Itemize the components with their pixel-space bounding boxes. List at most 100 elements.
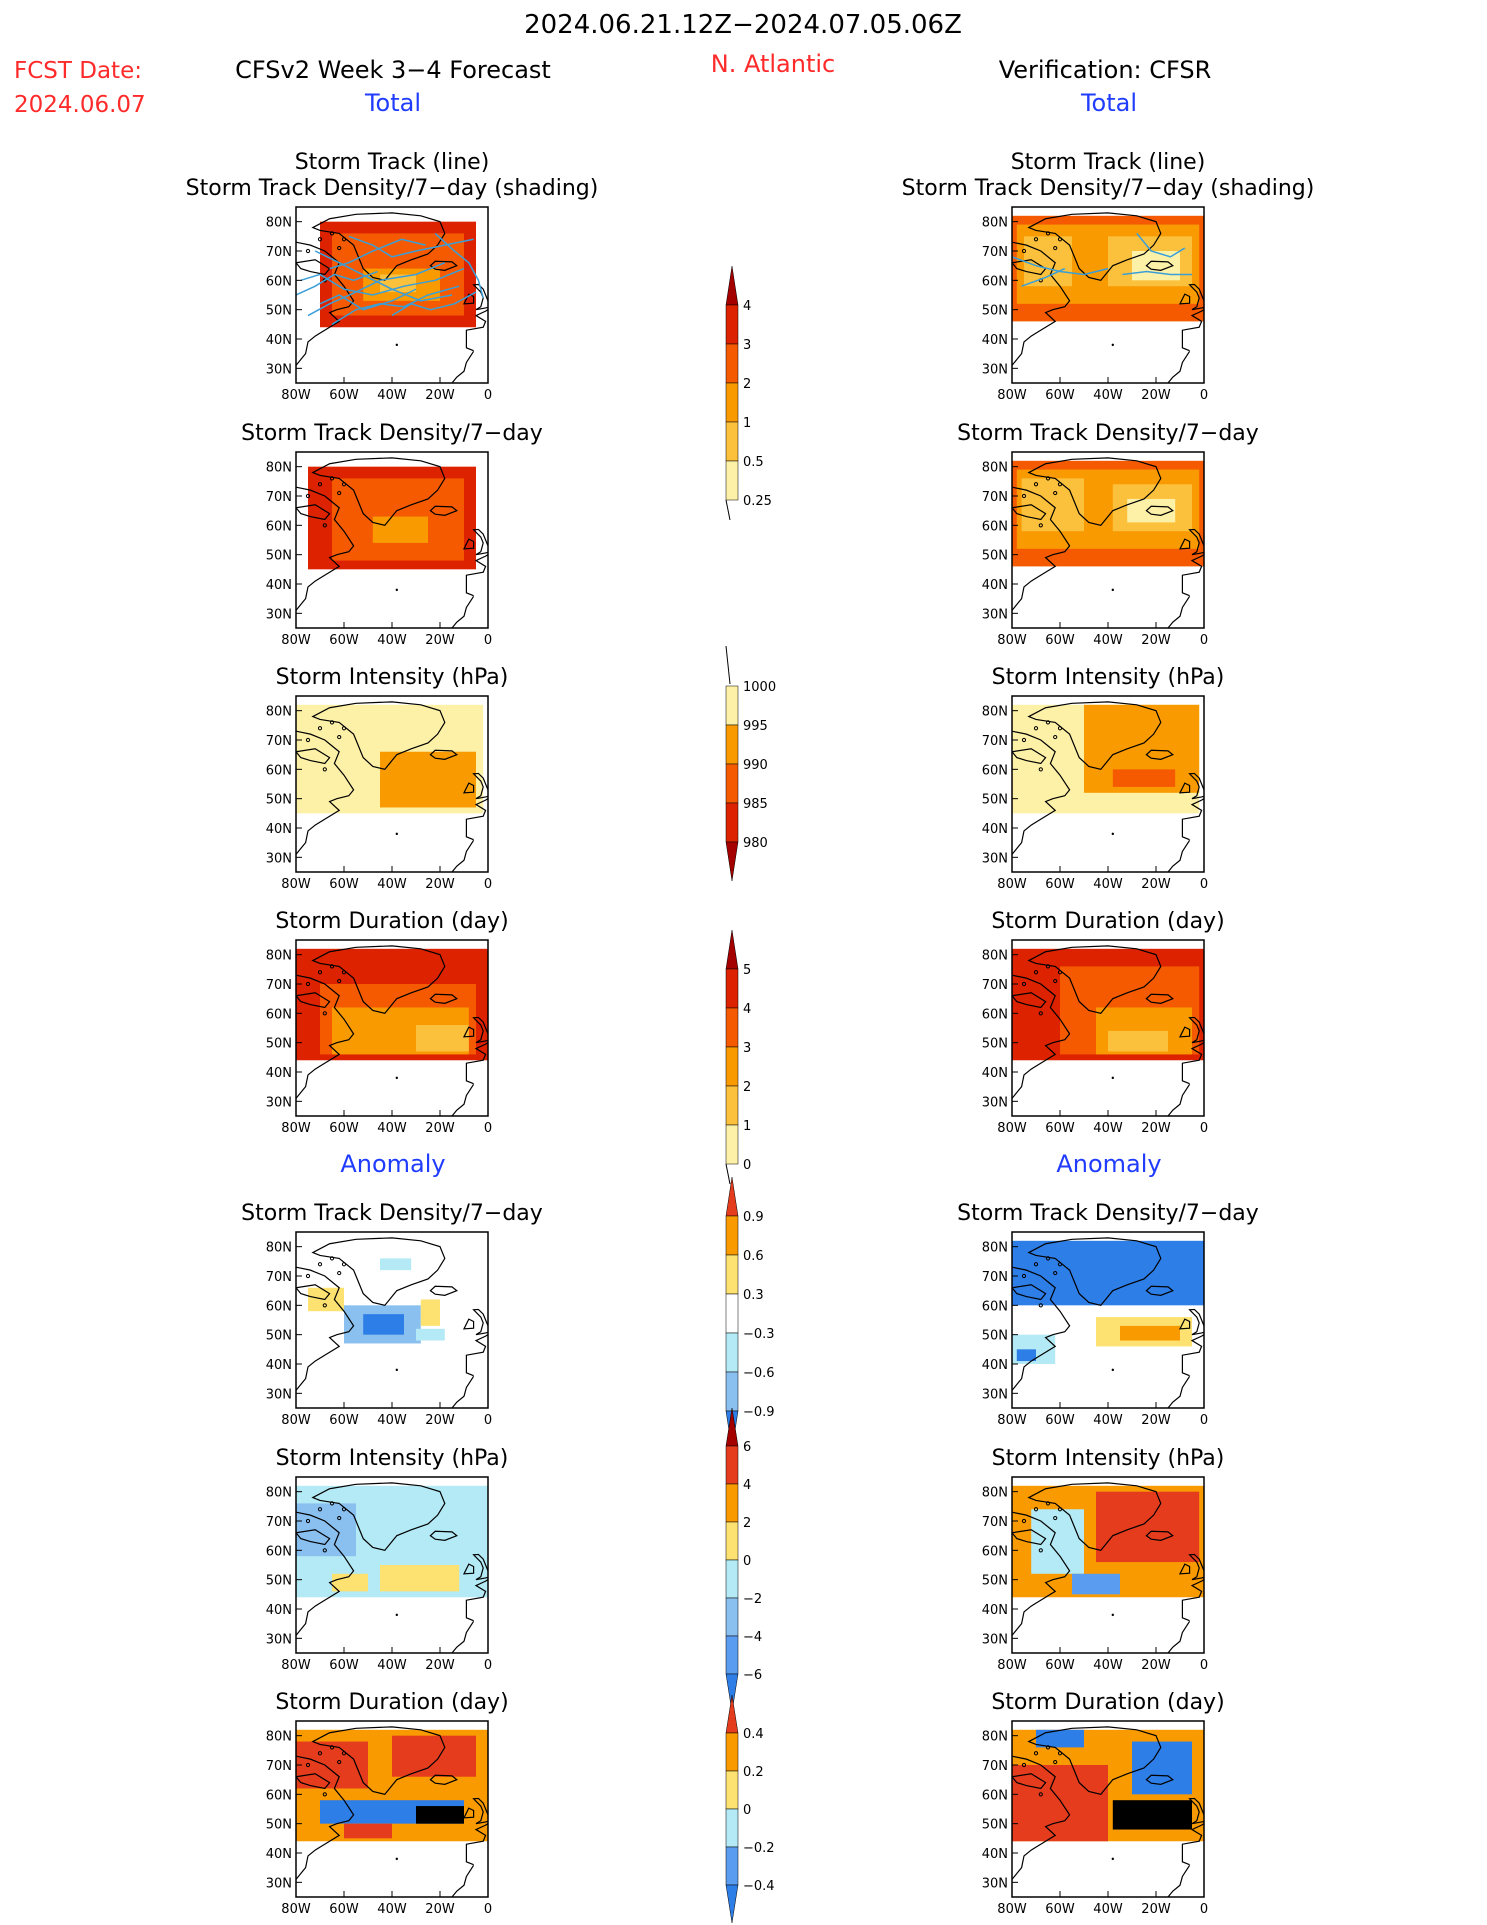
y-tick-label: 40N <box>266 333 292 348</box>
coastline <box>1181 798 1204 841</box>
island <box>1057 1751 1063 1756</box>
shading-cell <box>1012 1240 1204 1306</box>
x-tick-label: 80W <box>997 633 1027 648</box>
coastline <box>311 1726 446 1796</box>
shading-cell <box>1120 1325 1180 1341</box>
coastline <box>465 1334 488 1377</box>
x-tick-label: 0 <box>484 388 492 403</box>
island <box>305 1762 311 1768</box>
colorbar-segment <box>725 1293 739 1334</box>
coastline <box>1145 993 1174 1004</box>
coastline <box>1145 260 1174 271</box>
x-tick-label: 80W <box>997 388 1027 403</box>
coastline <box>296 1755 355 1880</box>
island <box>317 1751 323 1756</box>
x-tick-label: 80W <box>997 877 1027 892</box>
island <box>1057 726 1063 731</box>
colorbar-duration: 5 4 3 2 1 0 <box>725 929 751 1185</box>
island <box>305 493 311 499</box>
anomaly-label-left: Anomaly <box>340 1150 446 1178</box>
island <box>329 964 335 969</box>
y-tick-label: 60N <box>982 1788 1008 1803</box>
coastline <box>1188 283 1204 311</box>
coastline <box>465 554 488 597</box>
coastline <box>1027 945 1162 1015</box>
coastline <box>1012 259 1047 276</box>
colorbar-tail <box>725 499 731 521</box>
island <box>317 1262 323 1267</box>
coastline <box>1188 1797 1204 1825</box>
island <box>1053 1515 1058 1521</box>
shading-cell <box>1108 1030 1168 1052</box>
colorbar-segment <box>725 421 739 462</box>
island <box>329 476 335 481</box>
island <box>341 726 347 731</box>
shading-cell <box>416 1025 469 1052</box>
y-tick-label: 30N <box>982 851 1008 866</box>
azores-dot <box>395 1613 398 1617</box>
island <box>1021 981 1027 987</box>
x-tick-label: 0 <box>484 633 492 648</box>
colorbar-segment <box>725 1597 739 1637</box>
colorbar-label: 2 <box>743 1080 751 1095</box>
map-panel-forecast-anomaly-density: 80W 60W 40W 20W 0 80N 70N 60N 50N 40N 30N Storm Tra… <box>241 1201 543 1428</box>
y-tick-label: 70N <box>266 1270 292 1285</box>
island <box>341 970 347 975</box>
colorbar-label: 0.6 <box>743 1249 764 1264</box>
island <box>1033 1751 1039 1756</box>
storm-track-line <box>434 232 484 299</box>
island <box>337 978 342 984</box>
y-tick-label: 30N <box>266 1632 292 1647</box>
island <box>1021 1273 1027 1279</box>
colorbar-segment <box>725 1085 739 1126</box>
x-tick-label: 20W <box>1141 1902 1171 1917</box>
azores-dot <box>1111 1613 1115 1617</box>
coastline <box>1181 1823 1204 1866</box>
island <box>1045 1256 1051 1261</box>
colorbar-segment <box>725 1808 739 1848</box>
island <box>322 767 327 772</box>
y-tick-label: 40N <box>266 1066 292 1081</box>
colorbar-tail <box>725 1163 731 1185</box>
x-tick-label: 0 <box>484 1121 492 1136</box>
storm-track-line <box>319 288 417 311</box>
coastline <box>472 1797 488 1825</box>
x-tick-label: 40W <box>377 388 407 403</box>
y-tick-label: 70N <box>266 1759 292 1774</box>
island <box>1033 482 1039 487</box>
island <box>1038 523 1043 528</box>
island <box>337 490 342 496</box>
island <box>1053 1270 1058 1276</box>
shading-cell <box>1031 1509 1084 1574</box>
map-panel-verification-total-intensity: 80W 60W 40W 20W 0 80N 70N 60N 50N 40N 30N Storm Int… <box>982 665 1225 892</box>
island <box>1057 482 1063 487</box>
island <box>1038 1548 1043 1553</box>
colorbar-segment <box>725 265 739 306</box>
shading-cell <box>332 1573 368 1592</box>
panel-title: Storm Duration (day) <box>275 909 508 934</box>
y-tick-label: 70N <box>266 1515 292 1530</box>
shading-cell <box>416 1328 445 1341</box>
island <box>337 1515 342 1521</box>
island <box>1033 1507 1039 1512</box>
colorbar-anom_density: 0.9 0.6 0.3 −0.3 −0.6 −0.9 <box>725 1176 775 1451</box>
y-tick-label: 50N <box>982 1818 1008 1833</box>
x-tick-label: 60W <box>1045 1413 1075 1428</box>
coastline <box>1179 1026 1191 1038</box>
x-tick-label: 0 <box>1200 877 1208 892</box>
coastline <box>311 212 446 282</box>
fcst-date-label: FCST Date: <box>14 58 142 84</box>
island <box>305 981 311 987</box>
shading-cell <box>1132 1741 1192 1795</box>
colorbar-density: 4 3 2 1 0.5 0.25 <box>725 265 772 521</box>
shading-cell <box>1112 769 1176 787</box>
coastline <box>1145 505 1174 516</box>
coastline <box>1012 974 1071 1099</box>
shading-cell <box>1096 1491 1200 1563</box>
coastline <box>465 1042 488 1085</box>
x-tick-label: 80W <box>997 1413 1027 1428</box>
shading-cell <box>392 1735 476 1777</box>
colorbar-segment <box>725 382 739 423</box>
x-tick-label: 20W <box>425 633 455 648</box>
x-tick-label: 80W <box>281 1658 311 1673</box>
